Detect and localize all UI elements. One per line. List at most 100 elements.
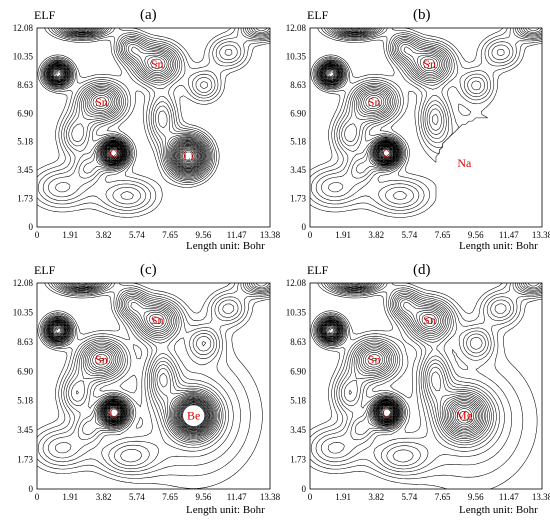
x-tick-label: 5.74 — [402, 230, 418, 240]
x-tick-label: 9.56 — [468, 492, 484, 502]
x-tick-label: 13.38 — [532, 492, 550, 502]
x-tick-label: 7.65 — [435, 492, 451, 502]
x-tick-label: 7.65 — [162, 492, 178, 502]
plot-frame — [309, 282, 543, 490]
y-tick-label: 12.08 — [286, 278, 307, 288]
panel-b-label: (b) — [413, 7, 431, 23]
atom-label-be: Be — [187, 409, 200, 423]
y-tick-label: 8.63 — [17, 80, 33, 90]
y-tick-label: 12.08 — [13, 278, 34, 288]
panel-b-xlabel: Length unit: Bohr — [459, 240, 538, 252]
x-tick-label: 11.47 — [227, 492, 247, 502]
elf-contour-lines — [36, 282, 271, 489]
atom-label-sn: Sn — [151, 313, 164, 327]
panel-a-title: ELF — [34, 8, 56, 22]
y-tick-label: 1.73 — [17, 194, 33, 204]
y-tick-label: 5.18 — [17, 396, 33, 406]
atom-label-c: C — [110, 405, 118, 419]
panel-b-contour-plot — [309, 27, 543, 218]
y-tick-label: 1.73 — [17, 455, 33, 465]
atom-label-sn: Sn — [368, 95, 381, 109]
y-tick-label: 1.73 — [290, 194, 306, 204]
elf-contour-lines — [309, 282, 543, 490]
x-tick-label: 1.91 — [62, 230, 78, 240]
x-tick-label: 1.91 — [335, 492, 351, 502]
y-tick-label: 3.45 — [290, 425, 306, 435]
y-tick-label: 0 — [302, 222, 307, 232]
x-tick-label: 3.82 — [96, 230, 112, 240]
y-tick-label: 1.73 — [290, 455, 306, 465]
atom-label-c: C — [110, 146, 118, 160]
x-tick-label: 7.65 — [435, 230, 451, 240]
atom-label-sn: Sn — [423, 57, 436, 71]
y-tick-label: 10.35 — [13, 51, 34, 61]
atom-label-sn: Sn — [368, 352, 381, 366]
y-tick-label: 0 — [29, 222, 34, 232]
x-tick-label: 0 — [308, 492, 313, 502]
panel-c-xlabel: Length unit: Bohr — [186, 504, 265, 516]
x-tick-label: 0 — [35, 230, 40, 240]
atom-label-na: Na — [457, 156, 472, 170]
x-tick-label: 13.38 — [260, 492, 281, 502]
y-tick-label: 6.90 — [290, 366, 306, 376]
y-tick-label: 6.90 — [290, 108, 306, 118]
x-tick-label: 5.74 — [129, 230, 145, 240]
x-tick-label: 11.47 — [499, 230, 519, 240]
x-tick-label: 3.82 — [96, 492, 112, 502]
x-tick-label: 7.65 — [162, 230, 178, 240]
plot-frame — [36, 282, 271, 490]
atom-label-sn: Sn — [151, 57, 164, 71]
x-tick-label: 1.91 — [335, 230, 351, 240]
x-tick-label: 13.38 — [260, 230, 281, 240]
panel-d: ELF (d) 0 1.91 3.82 5.74 7.65 9.56 11.47 13.380… — [286, 262, 550, 516]
panel-b-title: ELF — [307, 8, 329, 22]
plot-frame — [36, 27, 271, 228]
y-tick-label: 10.35 — [286, 51, 307, 61]
atom-label-sn: Sn — [423, 313, 436, 327]
x-tick-label: 5.74 — [402, 492, 418, 502]
panel-d-axes: 0 1.91 3.82 5.74 7.65 9.56 11.47 13.38 0 1.73 3.45… — [286, 278, 550, 502]
x-tick-label: 0 — [308, 230, 313, 240]
atom-label-li: Li — [183, 149, 194, 163]
atom-label-mg: Mg — [456, 409, 473, 423]
y-tick-label: 3.45 — [290, 165, 306, 175]
panel-a: ELF (a) 0 1.91 3.82 5.74 7.65 9.56 11.47 13.38 0… — [13, 7, 281, 252]
x-tick-label: 5.74 — [129, 492, 145, 502]
atom-label-sn: Sn — [95, 352, 108, 366]
y-tick-label: 8.63 — [17, 337, 33, 347]
y-tick-label: 0 — [29, 484, 34, 494]
atom-label-sn: Sn — [95, 95, 108, 109]
x-tick-label: 11.47 — [227, 230, 247, 240]
x-tick-label: 9.56 — [196, 492, 212, 502]
y-tick-label: 0 — [302, 484, 307, 494]
panel-c-axes: 0 1.91 3.82 5.74 7.65 9.56 11.47 13.38 0 1.73 3.45… — [13, 278, 281, 502]
panel-b: ELF (b) 0 1.91 3.82 5.74 7.65 9.56 11.47 13.380… — [286, 7, 550, 252]
elf-contour-lines — [309, 27, 543, 218]
atom-label-c: C — [382, 405, 390, 419]
panel-c-contour-plot — [36, 282, 271, 489]
atom-label-c: C — [382, 146, 390, 160]
panel-c-label: (c) — [140, 262, 157, 278]
panel-a-xlabel: Length unit: Bohr — [186, 240, 265, 252]
y-tick-label: 5.18 — [17, 137, 33, 147]
y-tick-label: 8.63 — [290, 80, 306, 90]
panel-d-label: (d) — [413, 262, 431, 278]
panel-d-title: ELF — [307, 263, 329, 277]
x-tick-label: 9.56 — [468, 230, 484, 240]
panel-a-label: (a) — [140, 7, 157, 23]
panel-c: ELF (c) 0 1.91 3.82 5.74 7.65 9.56 11.47 13.380… — [13, 262, 281, 516]
x-tick-label: 11.47 — [499, 492, 519, 502]
x-tick-label: 0 — [35, 492, 40, 502]
panel-d-xlabel: Length unit: Bohr — [459, 504, 538, 516]
y-tick-label: 5.18 — [290, 396, 306, 406]
panel-a-axes: 0 1.91 3.82 5.74 7.65 9.56 11.47 13.38 0 1.73 3.45… — [13, 23, 281, 240]
x-tick-label: 9.56 — [196, 230, 212, 240]
y-tick-label: 12.08 — [13, 23, 34, 33]
plot-frame — [309, 27, 543, 228]
panel-c-title: ELF — [34, 263, 56, 277]
x-tick-label: 13.38 — [532, 230, 550, 240]
panel-d-contour-plot — [309, 282, 543, 490]
y-tick-label: 10.35 — [13, 307, 34, 317]
y-tick-label: 6.90 — [17, 366, 33, 376]
